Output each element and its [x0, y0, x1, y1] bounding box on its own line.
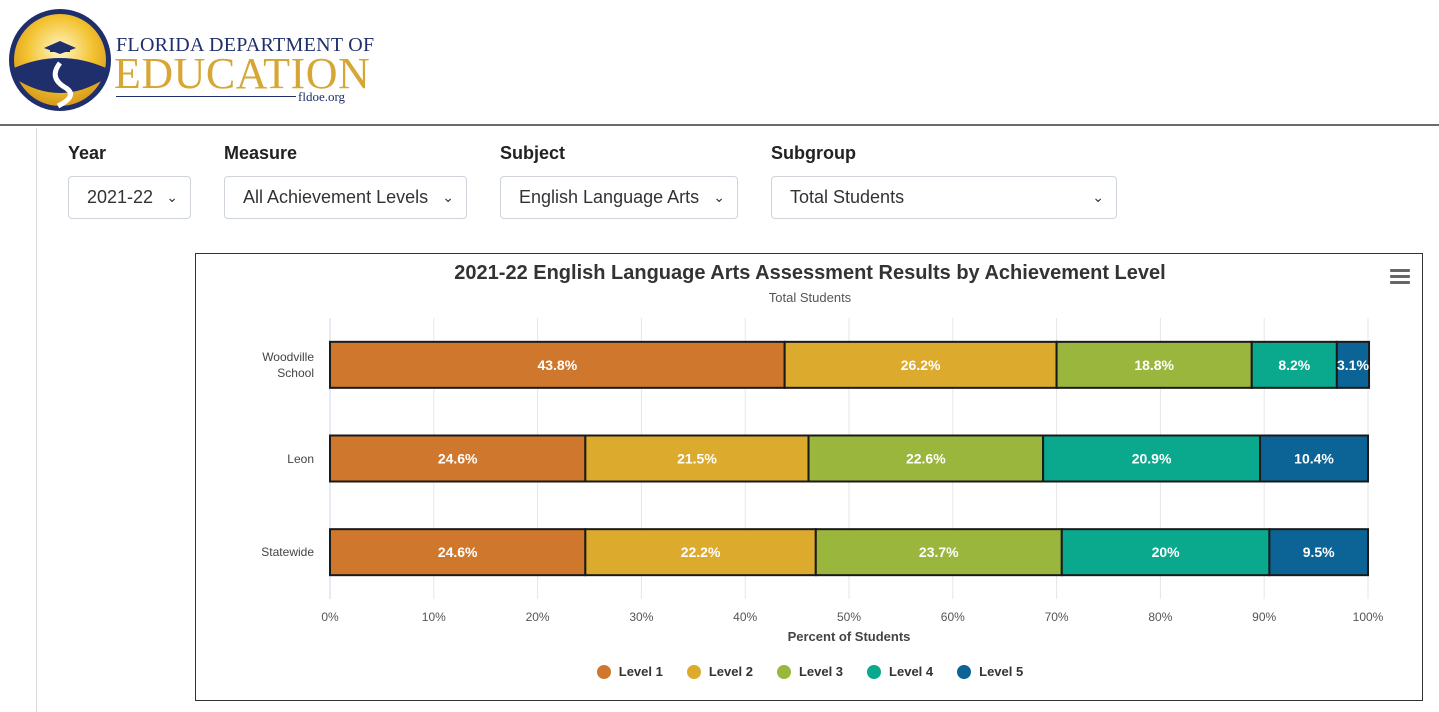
year-select[interactable]: 2021-22 ⌄: [68, 176, 191, 219]
legend-swatch: [686, 664, 701, 679]
bar-data-label: 3.1%: [1337, 357, 1369, 373]
florida-seal-icon: [9, 9, 111, 111]
legend-item[interactable]: Level 4: [867, 664, 933, 679]
bar-segment[interactable]: [1259, 434, 1369, 483]
chart-panel: 2021-22 English Language Arts Assessment…: [195, 253, 1423, 701]
measure-select-value: All Achievement Levels: [243, 187, 429, 207]
bar-data-label: 24.6%: [438, 544, 478, 560]
bar-data-label: 18.8%: [1134, 357, 1174, 373]
measure-label: Measure: [224, 143, 298, 163]
bar-segment[interactable]: [1250, 340, 1338, 389]
x-tick-label: 20%: [525, 610, 550, 624]
chevron-down-icon: ⌄: [442, 189, 454, 205]
bar-segment[interactable]: [1060, 528, 1271, 577]
x-tick-label: 30%: [629, 610, 654, 624]
subject-select-value: English Language Arts: [519, 187, 700, 207]
chevron-down-icon: ⌄: [713, 189, 725, 205]
legend-swatch: [957, 664, 972, 679]
x-axis-title: Percent of Students: [787, 629, 911, 644]
bar-segment[interactable]: [1055, 340, 1253, 389]
x-tick-label: 50%: [836, 610, 862, 624]
x-tick-label: 100%: [1352, 610, 1384, 624]
bar-data-label: 8.2%: [1278, 357, 1310, 373]
bar-segment[interactable]: [783, 340, 1058, 389]
site-header: Florida Department of EDUCATION fldoe.or…: [0, 0, 1439, 126]
content-left-border: [36, 128, 37, 712]
fldoe-logo[interactable]: Florida Department of EDUCATION fldoe.or…: [8, 8, 374, 112]
bar-segment[interactable]: [329, 434, 587, 483]
subgroup-select[interactable]: Total Students ⌄: [771, 176, 1117, 219]
bar-segment[interactable]: [1042, 434, 1262, 483]
legend-label: Level 2: [708, 664, 753, 679]
subject-label: Subject: [500, 143, 566, 163]
x-tick-label: 90%: [1252, 610, 1277, 624]
category-label: Leon: [287, 451, 314, 466]
stacked-bar-chart: 43.8% 26.2% 18.8% 8.2% 3.1% 24.6% 21.5% 22.6% 20…: [329, 318, 1371, 599]
bar-data-label: 26.2%: [901, 357, 941, 373]
x-tick-label: 40%: [733, 610, 758, 624]
bar-segment[interactable]: [814, 528, 1063, 577]
legend-label: Level 5: [979, 664, 1024, 679]
logo-divider: [116, 96, 296, 97]
legend-swatch: [596, 664, 611, 679]
x-tick-label: 60%: [940, 610, 965, 624]
logo-title-line1: Florida Department of: [116, 34, 375, 56]
chart-title: 2021-22 English Language Arts Assessment…: [454, 262, 1166, 284]
bar-data-label: 20.9%: [1132, 451, 1172, 467]
legend-label: Level 3: [798, 664, 844, 679]
category-label: Woodville School: [262, 349, 314, 380]
x-tick-label: 80%: [1148, 610, 1173, 624]
legend-item[interactable]: Level 3: [776, 664, 844, 679]
x-tick-label: 70%: [1044, 610, 1069, 624]
bar-data-label: 21.5%: [677, 451, 717, 467]
bar-data-label: 24.6%: [438, 451, 478, 467]
chevron-down-icon: ⌄: [1092, 189, 1104, 205]
logo-url: fldoe.org: [298, 89, 346, 104]
legend-item[interactable]: Level 5: [957, 664, 1023, 679]
legend-label: Level 1: [618, 664, 663, 679]
bar-data-label: 43.8%: [537, 357, 577, 373]
bar-data-label: 10.4%: [1294, 451, 1334, 467]
legend-swatch: [867, 664, 882, 679]
subgroup-label: Subgroup: [771, 143, 856, 163]
measure-select[interactable]: All Achievement Levels ⌄: [224, 176, 467, 219]
bar-segment[interactable]: [329, 528, 587, 577]
subject-select[interactable]: English Language Arts ⌄: [500, 176, 738, 219]
x-tick-label: 0%: [321, 610, 339, 624]
bar-segment[interactable]: [584, 528, 817, 577]
chart-legend: Level 1 Level 2 Level 3 Level 4 Level 5: [196, 664, 1424, 679]
bar-segment[interactable]: [1335, 340, 1371, 389]
legend-swatch: [776, 664, 791, 679]
category-label: Statewide: [261, 545, 314, 560]
chart-subtitle: Total Students: [768, 290, 852, 305]
year-select-value: 2021-22: [87, 187, 154, 207]
bar-data-label: 9.5%: [1303, 544, 1335, 560]
legend-item[interactable]: Level 2: [686, 664, 753, 679]
chevron-down-icon: ⌄: [166, 189, 178, 205]
hamburger-menu-icon[interactable]: [1390, 269, 1410, 285]
bar-segment[interactable]: [1268, 528, 1370, 577]
bar-segment[interactable]: [329, 340, 786, 389]
bar-data-label: 22.2%: [681, 544, 721, 560]
logo-title-line2: EDUCATION: [114, 49, 371, 98]
subgroup-select-value: Total Students: [790, 187, 905, 207]
bar-data-label: 22.6%: [906, 451, 946, 467]
x-tick-label: 10%: [421, 610, 446, 624]
legend-item[interactable]: Level 1: [596, 664, 663, 679]
bar-segment[interactable]: [807, 434, 1045, 483]
bar-data-label: 23.7%: [919, 544, 959, 560]
year-label: Year: [68, 143, 107, 163]
bar-data-label: 20%: [1152, 544, 1181, 560]
legend-label: Level 4: [889, 664, 934, 679]
